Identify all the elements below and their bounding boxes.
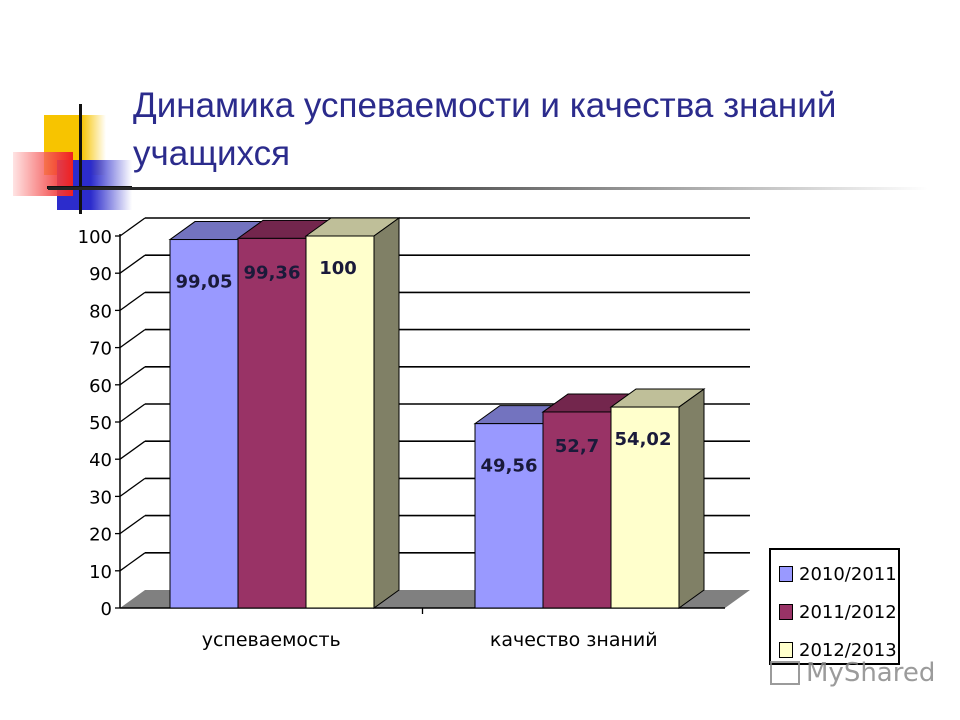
svg-text:50: 50 (89, 413, 112, 434)
svg-text:100: 100 (78, 227, 112, 248)
svg-text:52,7: 52,7 (555, 436, 599, 457)
svg-text:99,36: 99,36 (244, 262, 301, 283)
legend-label: 2012/2013 (799, 639, 897, 661)
presentation-icon (770, 661, 800, 685)
svg-text:80: 80 (89, 301, 112, 322)
svg-text:10: 10 (89, 562, 112, 583)
legend-label: 2010/2011 (799, 563, 897, 585)
svg-text:90: 90 (89, 264, 112, 285)
legend-item: 2011/2012 (779, 600, 897, 624)
svg-text:40: 40 (89, 450, 112, 471)
legend-swatch (779, 566, 793, 582)
legend-swatch (779, 642, 793, 658)
svg-text:70: 70 (89, 339, 112, 360)
watermark: MyShared (770, 658, 935, 688)
svg-text:30: 30 (89, 487, 112, 508)
decor-vertical-line (79, 104, 82, 214)
svg-text:49,56: 49,56 (481, 456, 538, 477)
svg-text:качество знаний: качество знаний (490, 629, 658, 651)
legend-label: 2011/2012 (799, 601, 897, 623)
svg-text:99,05: 99,05 (176, 272, 233, 293)
svg-text:успеваемость: успеваемость (202, 629, 341, 651)
legend-item: 2012/2013 (779, 638, 897, 662)
chart-legend: 2010/2011 2011/2012 2012/2013 (769, 548, 900, 665)
svg-text:54,02: 54,02 (615, 429, 672, 450)
svg-text:100: 100 (319, 258, 357, 279)
slide-title: Динамика успеваемости и качества знаний … (133, 86, 837, 173)
watermark-text: MyShared (806, 658, 936, 688)
svg-text:60: 60 (89, 376, 112, 397)
title-underline (48, 187, 928, 190)
svg-text:20: 20 (89, 525, 112, 546)
legend-item: 2010/2011 (779, 562, 897, 586)
svg-text:0: 0 (101, 599, 112, 620)
legend-swatch (779, 604, 793, 620)
